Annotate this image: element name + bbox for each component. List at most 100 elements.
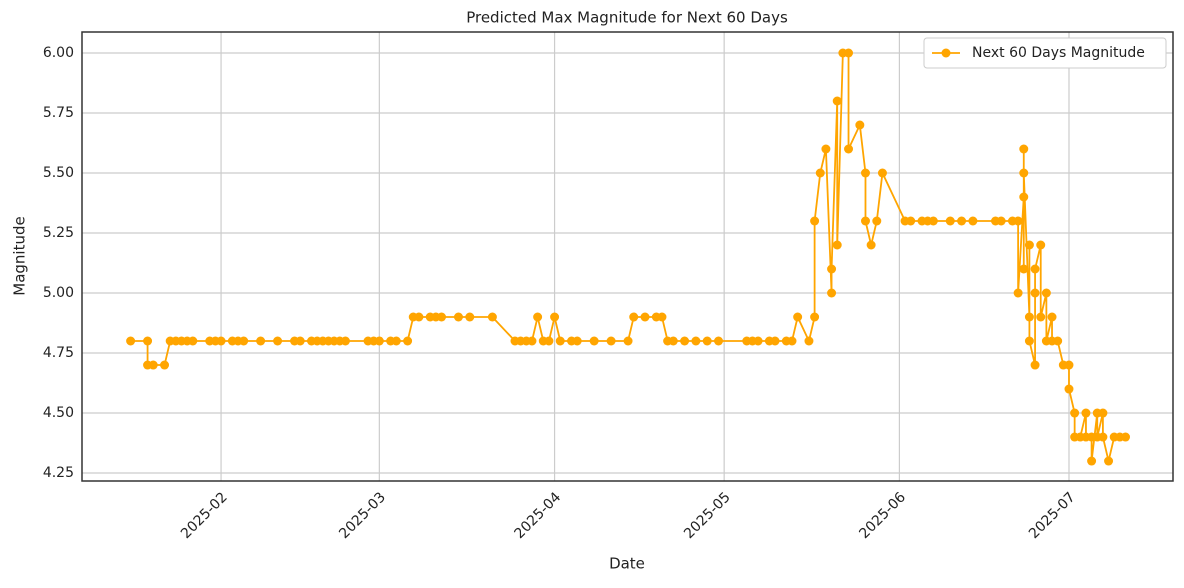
data-point — [680, 336, 690, 346]
plot-frame — [81, 31, 1174, 482]
data-point — [1024, 240, 1034, 250]
data-point — [544, 336, 554, 346]
data-point — [256, 336, 266, 346]
legend-label: Next 60 Days Magnitude — [972, 45, 1145, 61]
data-point — [957, 216, 967, 226]
data-point — [533, 312, 543, 322]
data-point — [453, 312, 463, 322]
data-point — [640, 312, 650, 322]
chart-title: Predicted Max Magnitude for Next 60 Days — [466, 9, 788, 27]
data-point — [1019, 264, 1029, 274]
data-point — [906, 216, 916, 226]
data-point — [1013, 216, 1023, 226]
data-point — [295, 336, 305, 346]
data-point — [827, 264, 837, 274]
legend-box — [923, 37, 1167, 69]
data-point — [414, 312, 424, 322]
data-point — [866, 240, 876, 250]
data-point — [821, 144, 831, 154]
data-point — [623, 336, 633, 346]
data-point — [374, 336, 384, 346]
data-point — [1024, 312, 1034, 322]
data-point — [860, 168, 870, 178]
data-point — [1030, 264, 1040, 274]
legend-marker — [941, 48, 951, 58]
data-point — [1019, 192, 1029, 202]
data-point — [844, 144, 854, 154]
data-point — [702, 336, 712, 346]
data-point — [1019, 144, 1029, 154]
data-point — [996, 216, 1006, 226]
data-point — [1030, 360, 1040, 370]
data-point — [1098, 408, 1108, 418]
data-point — [606, 336, 616, 346]
data-point — [844, 48, 854, 58]
data-point — [273, 336, 283, 346]
data-point — [832, 240, 842, 250]
data-point — [787, 336, 797, 346]
data-point — [1030, 288, 1040, 298]
data-point — [403, 336, 413, 346]
data-point — [160, 360, 170, 370]
data-point — [1013, 288, 1023, 298]
data-point — [340, 336, 350, 346]
data-point — [714, 336, 724, 346]
data-point — [1036, 312, 1046, 322]
data-point — [753, 336, 763, 346]
data-point — [1070, 408, 1080, 418]
data-point — [1036, 240, 1046, 250]
data-point — [872, 216, 882, 226]
data-point — [572, 336, 582, 346]
data-point — [1121, 432, 1131, 442]
data-point — [555, 336, 565, 346]
data-point — [527, 336, 537, 346]
data-point — [945, 216, 955, 226]
data-point — [877, 168, 887, 178]
data-point — [465, 312, 475, 322]
data-point — [832, 96, 842, 106]
data-point — [804, 336, 814, 346]
data-point — [810, 216, 820, 226]
data-point — [815, 168, 825, 178]
y-tick-label: 5.25 — [43, 225, 74, 241]
y-tick-label: 4.25 — [43, 465, 74, 481]
data-point — [1047, 312, 1057, 322]
data-point — [1081, 408, 1091, 418]
data-point — [487, 312, 497, 322]
data-point — [827, 288, 837, 298]
data-point — [391, 336, 401, 346]
y-axis-label: Magnitude — [11, 216, 29, 295]
data-point — [550, 312, 560, 322]
y-tick-label: 5.75 — [43, 105, 74, 121]
data-point — [148, 360, 158, 370]
data-point — [143, 336, 153, 346]
data-point — [1087, 456, 1097, 466]
y-tick-label: 5.00 — [43, 285, 74, 301]
data-point — [1064, 384, 1074, 394]
data-point — [216, 336, 226, 346]
data-point — [1098, 432, 1108, 442]
data-point — [126, 336, 136, 346]
x-axis-label: Date — [609, 555, 645, 573]
data-point — [668, 336, 678, 346]
data-point — [629, 312, 639, 322]
data-point — [860, 216, 870, 226]
data-point — [1041, 288, 1051, 298]
data-point — [1104, 456, 1114, 466]
data-point — [928, 216, 938, 226]
data-point — [793, 312, 803, 322]
data-point — [968, 216, 978, 226]
data-point — [239, 336, 249, 346]
y-tick-label: 4.50 — [43, 405, 74, 421]
data-point — [437, 312, 447, 322]
y-tick-label: 5.50 — [43, 165, 74, 181]
data-point — [810, 312, 820, 322]
data-point — [1053, 336, 1063, 346]
y-tick-label: 6.00 — [43, 45, 74, 61]
data-point — [1064, 360, 1074, 370]
data-point — [770, 336, 780, 346]
data-point — [691, 336, 701, 346]
data-point — [855, 120, 865, 130]
